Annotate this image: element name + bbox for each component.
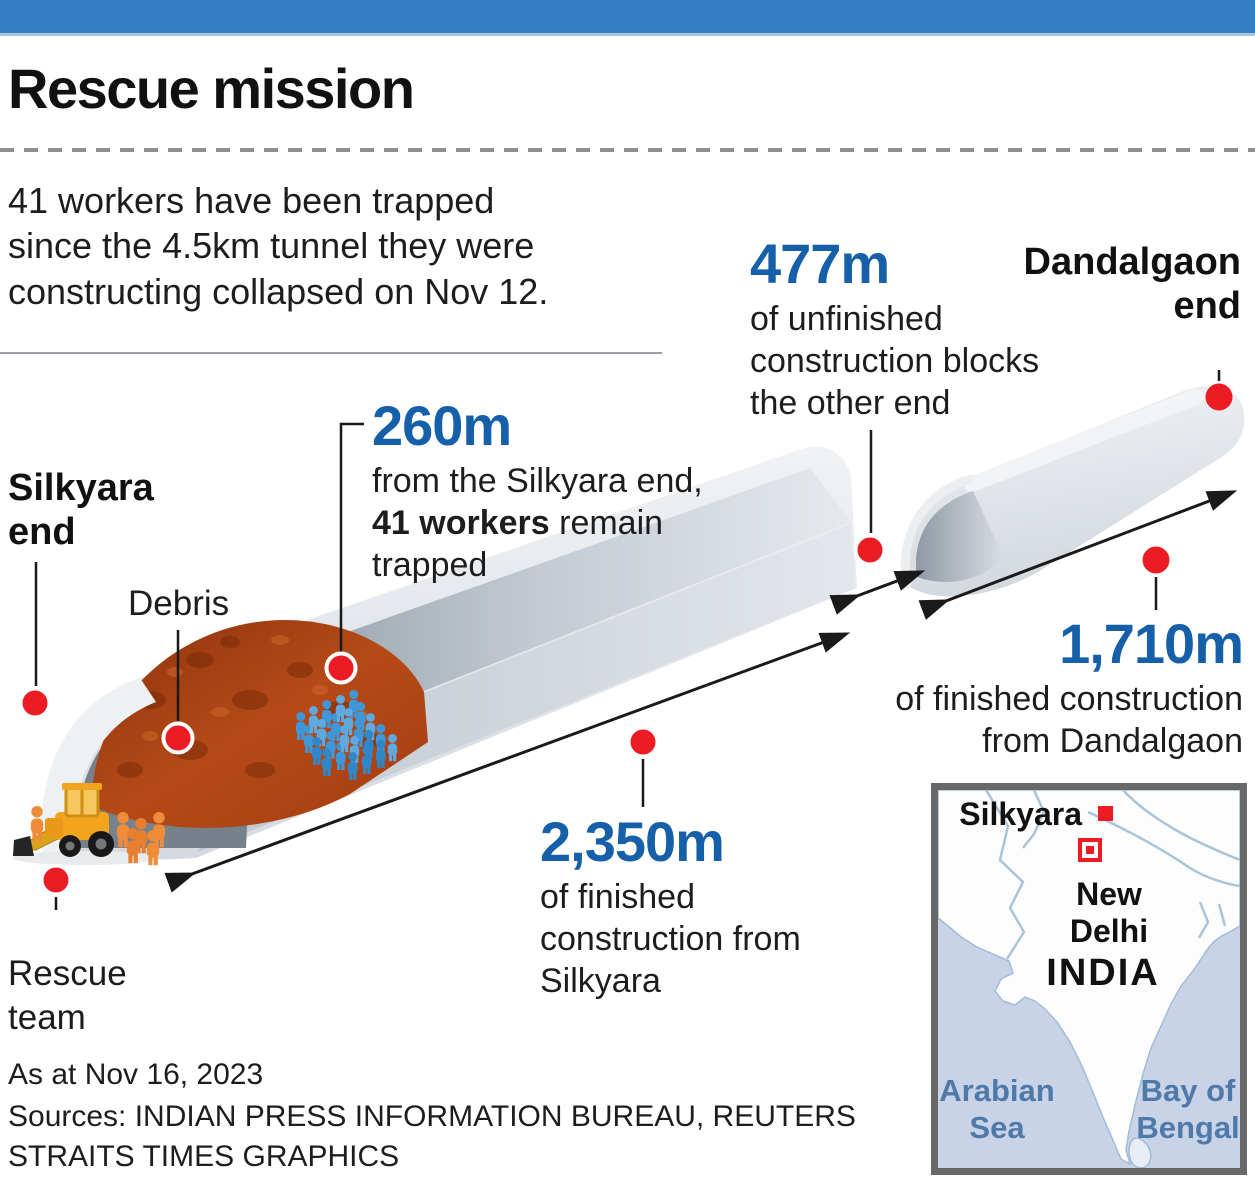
marker-dots	[18, 383, 1233, 897]
page-title: Rescue mission	[8, 57, 415, 120]
marker-dot-debris	[161, 721, 195, 755]
map-label-silkyara: Silkyara	[959, 796, 1082, 832]
value-260m: 260m	[372, 394, 512, 457]
label-silkyara-end: Silkyara end	[8, 467, 154, 554]
new-delhi-capital-marker	[1078, 838, 1102, 862]
intro-paragraph: 41 workers have been trapped since the 4…	[8, 178, 708, 314]
india-locator-map: Silkyara New Delhi INDIA Arabian Sea Bay…	[931, 783, 1247, 1175]
dashed-divider	[0, 148, 1255, 152]
annotation-260m: 260m from the Silkyara end, 41 workers r…	[372, 394, 703, 585]
label-rescue-team: Rescue team	[8, 954, 127, 1037]
marker-dot-dandalgaon-end	[1205, 383, 1233, 411]
annotation-2350m: 2,350m of finished construction from Sil…	[540, 810, 801, 1001]
value-2350m: 2,350m	[540, 810, 725, 873]
measure-arrow-2350m	[164, 632, 851, 893]
marker-dot-260m	[324, 651, 358, 685]
marker-dot-1710m	[1142, 546, 1170, 574]
map-label-new-delhi: New Delhi	[1069, 876, 1149, 949]
annotation-477m: 477m of unfinished construction blocks t…	[750, 232, 1040, 423]
intro-line: constructing collapsed on Nov 12.	[8, 270, 549, 312]
marker-dot-rescue-team	[39, 863, 73, 897]
measure-arrow-477m	[829, 570, 926, 615]
map-geography	[938, 790, 1240, 1168]
map-label-bay-of-bengal: Bay of Bengal	[1136, 1073, 1240, 1146]
sri-lanka	[1128, 1137, 1152, 1168]
debris-mound	[91, 619, 429, 828]
footnote-date: As at Nov 16, 2023	[8, 1058, 264, 1091]
label-dandalgaon-end: Dandalgaon end	[1023, 241, 1241, 328]
annotation-1710m: 1,710m of finished construction from Dan…	[895, 612, 1244, 761]
intro-rule	[0, 352, 662, 354]
silkyara-marker-square	[1098, 806, 1113, 821]
measure-arrow-1710m	[918, 490, 1238, 620]
intro-line: 41 workers have been trapped	[8, 180, 495, 221]
intro-line: since the 4.5km tunnel they were	[8, 225, 535, 267]
map-label-india: INDIA	[1046, 952, 1160, 994]
footnote-credit: STRAITS TIMES GRAPHICS	[8, 1140, 400, 1173]
marker-dot-silkyara-end	[18, 686, 52, 720]
label-debris: Debris	[128, 584, 230, 623]
header-color-bar	[0, 0, 1255, 36]
footnote-sources: Sources: INDIAN PRESS INFORMATION BUREAU…	[8, 1100, 856, 1133]
value-1710m: 1,710m	[1059, 612, 1244, 675]
leader-lines	[34, 370, 1221, 910]
marker-dot-477m	[853, 533, 887, 567]
tunnel-illustration	[13, 370, 1245, 910]
excavator-icon	[13, 783, 157, 865]
india-landmass	[938, 790, 1240, 1166]
map-label-arabian-sea: Arabian Sea	[939, 1073, 1055, 1146]
country-border-lines	[984, 790, 1240, 960]
value-477m: 477m	[750, 232, 890, 295]
marker-dot-2350m	[626, 725, 660, 759]
